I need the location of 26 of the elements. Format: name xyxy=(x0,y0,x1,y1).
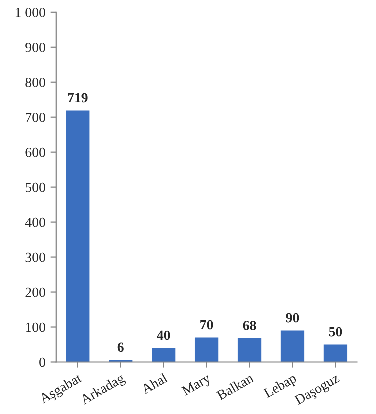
x-tick-label: Mary xyxy=(181,373,214,398)
data-label: 6 xyxy=(118,342,124,352)
bar xyxy=(66,110,90,362)
data-label: 90 xyxy=(286,313,300,323)
bar xyxy=(238,338,262,362)
data-label: 719 xyxy=(68,93,88,103)
y-tick-label: 400 xyxy=(25,218,46,228)
x-tick-label: Ahal xyxy=(140,372,168,395)
y-tick-label: 1 000 xyxy=(16,8,46,18)
data-label: 40 xyxy=(157,330,170,340)
y-tick-label: 800 xyxy=(26,78,46,88)
bar xyxy=(324,344,348,362)
y-tick-label: 100 xyxy=(26,322,46,332)
y-tick-label: 200 xyxy=(26,288,46,298)
data-label: 70 xyxy=(200,320,214,330)
y-tick-label: 600 xyxy=(26,148,46,158)
bar xyxy=(194,338,219,362)
data-label: 68 xyxy=(243,321,256,330)
y-tick-label: 300 xyxy=(26,252,46,262)
y-tick-label: 0 xyxy=(40,358,46,368)
bar xyxy=(280,330,305,362)
bar xyxy=(152,348,176,362)
data-label: 50 xyxy=(329,327,342,337)
y-tick-label: 700 xyxy=(26,112,46,122)
y-tick-label: 900 xyxy=(26,42,46,52)
y-tick-label: 500 xyxy=(26,182,46,192)
